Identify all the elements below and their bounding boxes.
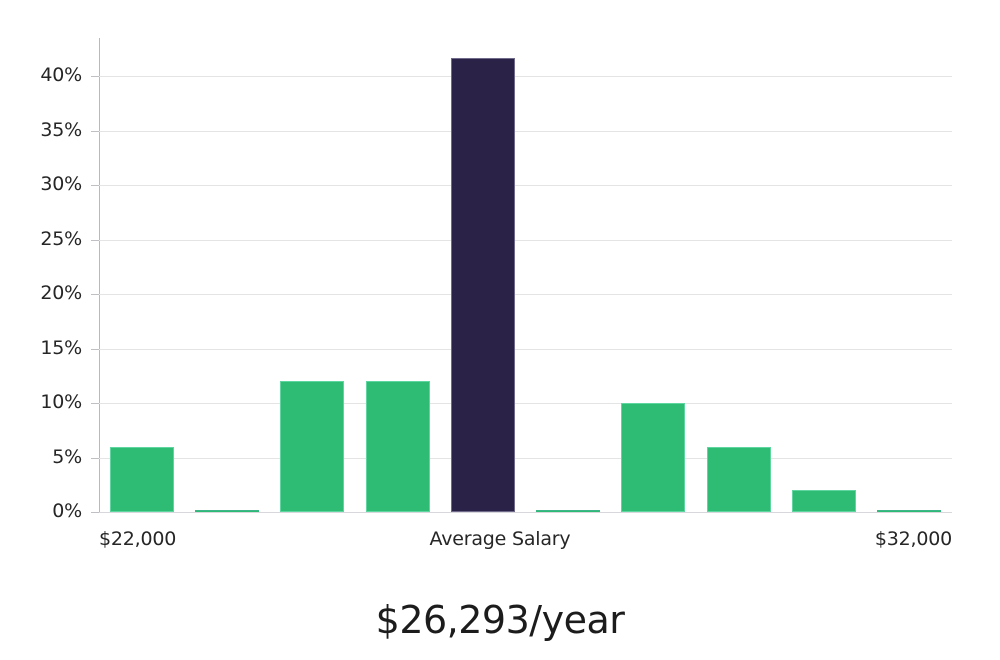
y-axis-tick-label: 25% (40, 228, 82, 250)
bar (877, 510, 941, 512)
x-axis-spine (99, 512, 952, 513)
gridline (99, 458, 952, 459)
average-salary-caption: $26,293/year (375, 598, 625, 642)
gridline (99, 349, 952, 350)
y-axis-spine (99, 38, 100, 513)
bar (280, 381, 344, 512)
gridline (99, 403, 952, 404)
y-axis-tick-mark (91, 349, 99, 350)
y-axis-tick-mark (91, 76, 99, 77)
x-axis-title: Average Salary (429, 528, 571, 550)
y-axis-tick-mark (91, 294, 99, 295)
bar (536, 510, 600, 512)
y-axis-tick-mark (91, 185, 99, 186)
bar (707, 447, 771, 512)
bar-highlighted (451, 58, 515, 512)
y-axis-tick-label: 10% (40, 391, 82, 413)
y-axis-tick-mark (91, 240, 99, 241)
y-axis-tick-label: 35% (40, 119, 82, 141)
y-axis-tick-mark (91, 512, 99, 513)
bar (621, 403, 685, 512)
x-axis-label-max: $32,000 (874, 528, 952, 550)
gridline (99, 76, 952, 77)
bar (366, 381, 430, 512)
y-axis-tick-mark (91, 458, 99, 459)
y-axis-tick-label: 20% (40, 282, 82, 304)
gridline (99, 185, 952, 186)
gridline (99, 294, 952, 295)
bar (110, 447, 174, 512)
y-axis-tick-label: 5% (52, 446, 82, 468)
x-axis-label-min: $22,000 (99, 528, 177, 550)
y-axis-tick-label: 0% (52, 500, 82, 522)
plot-area (99, 38, 952, 512)
gridline (99, 240, 952, 241)
y-axis-tick-label: 40% (40, 64, 82, 86)
bar (792, 490, 856, 512)
y-axis-tick-label: 30% (40, 173, 82, 195)
bar (195, 510, 259, 512)
y-axis-tick-mark (91, 131, 99, 132)
y-axis-tick-mark (91, 403, 99, 404)
y-axis-tick-label: 15% (40, 337, 82, 359)
gridline (99, 131, 952, 132)
